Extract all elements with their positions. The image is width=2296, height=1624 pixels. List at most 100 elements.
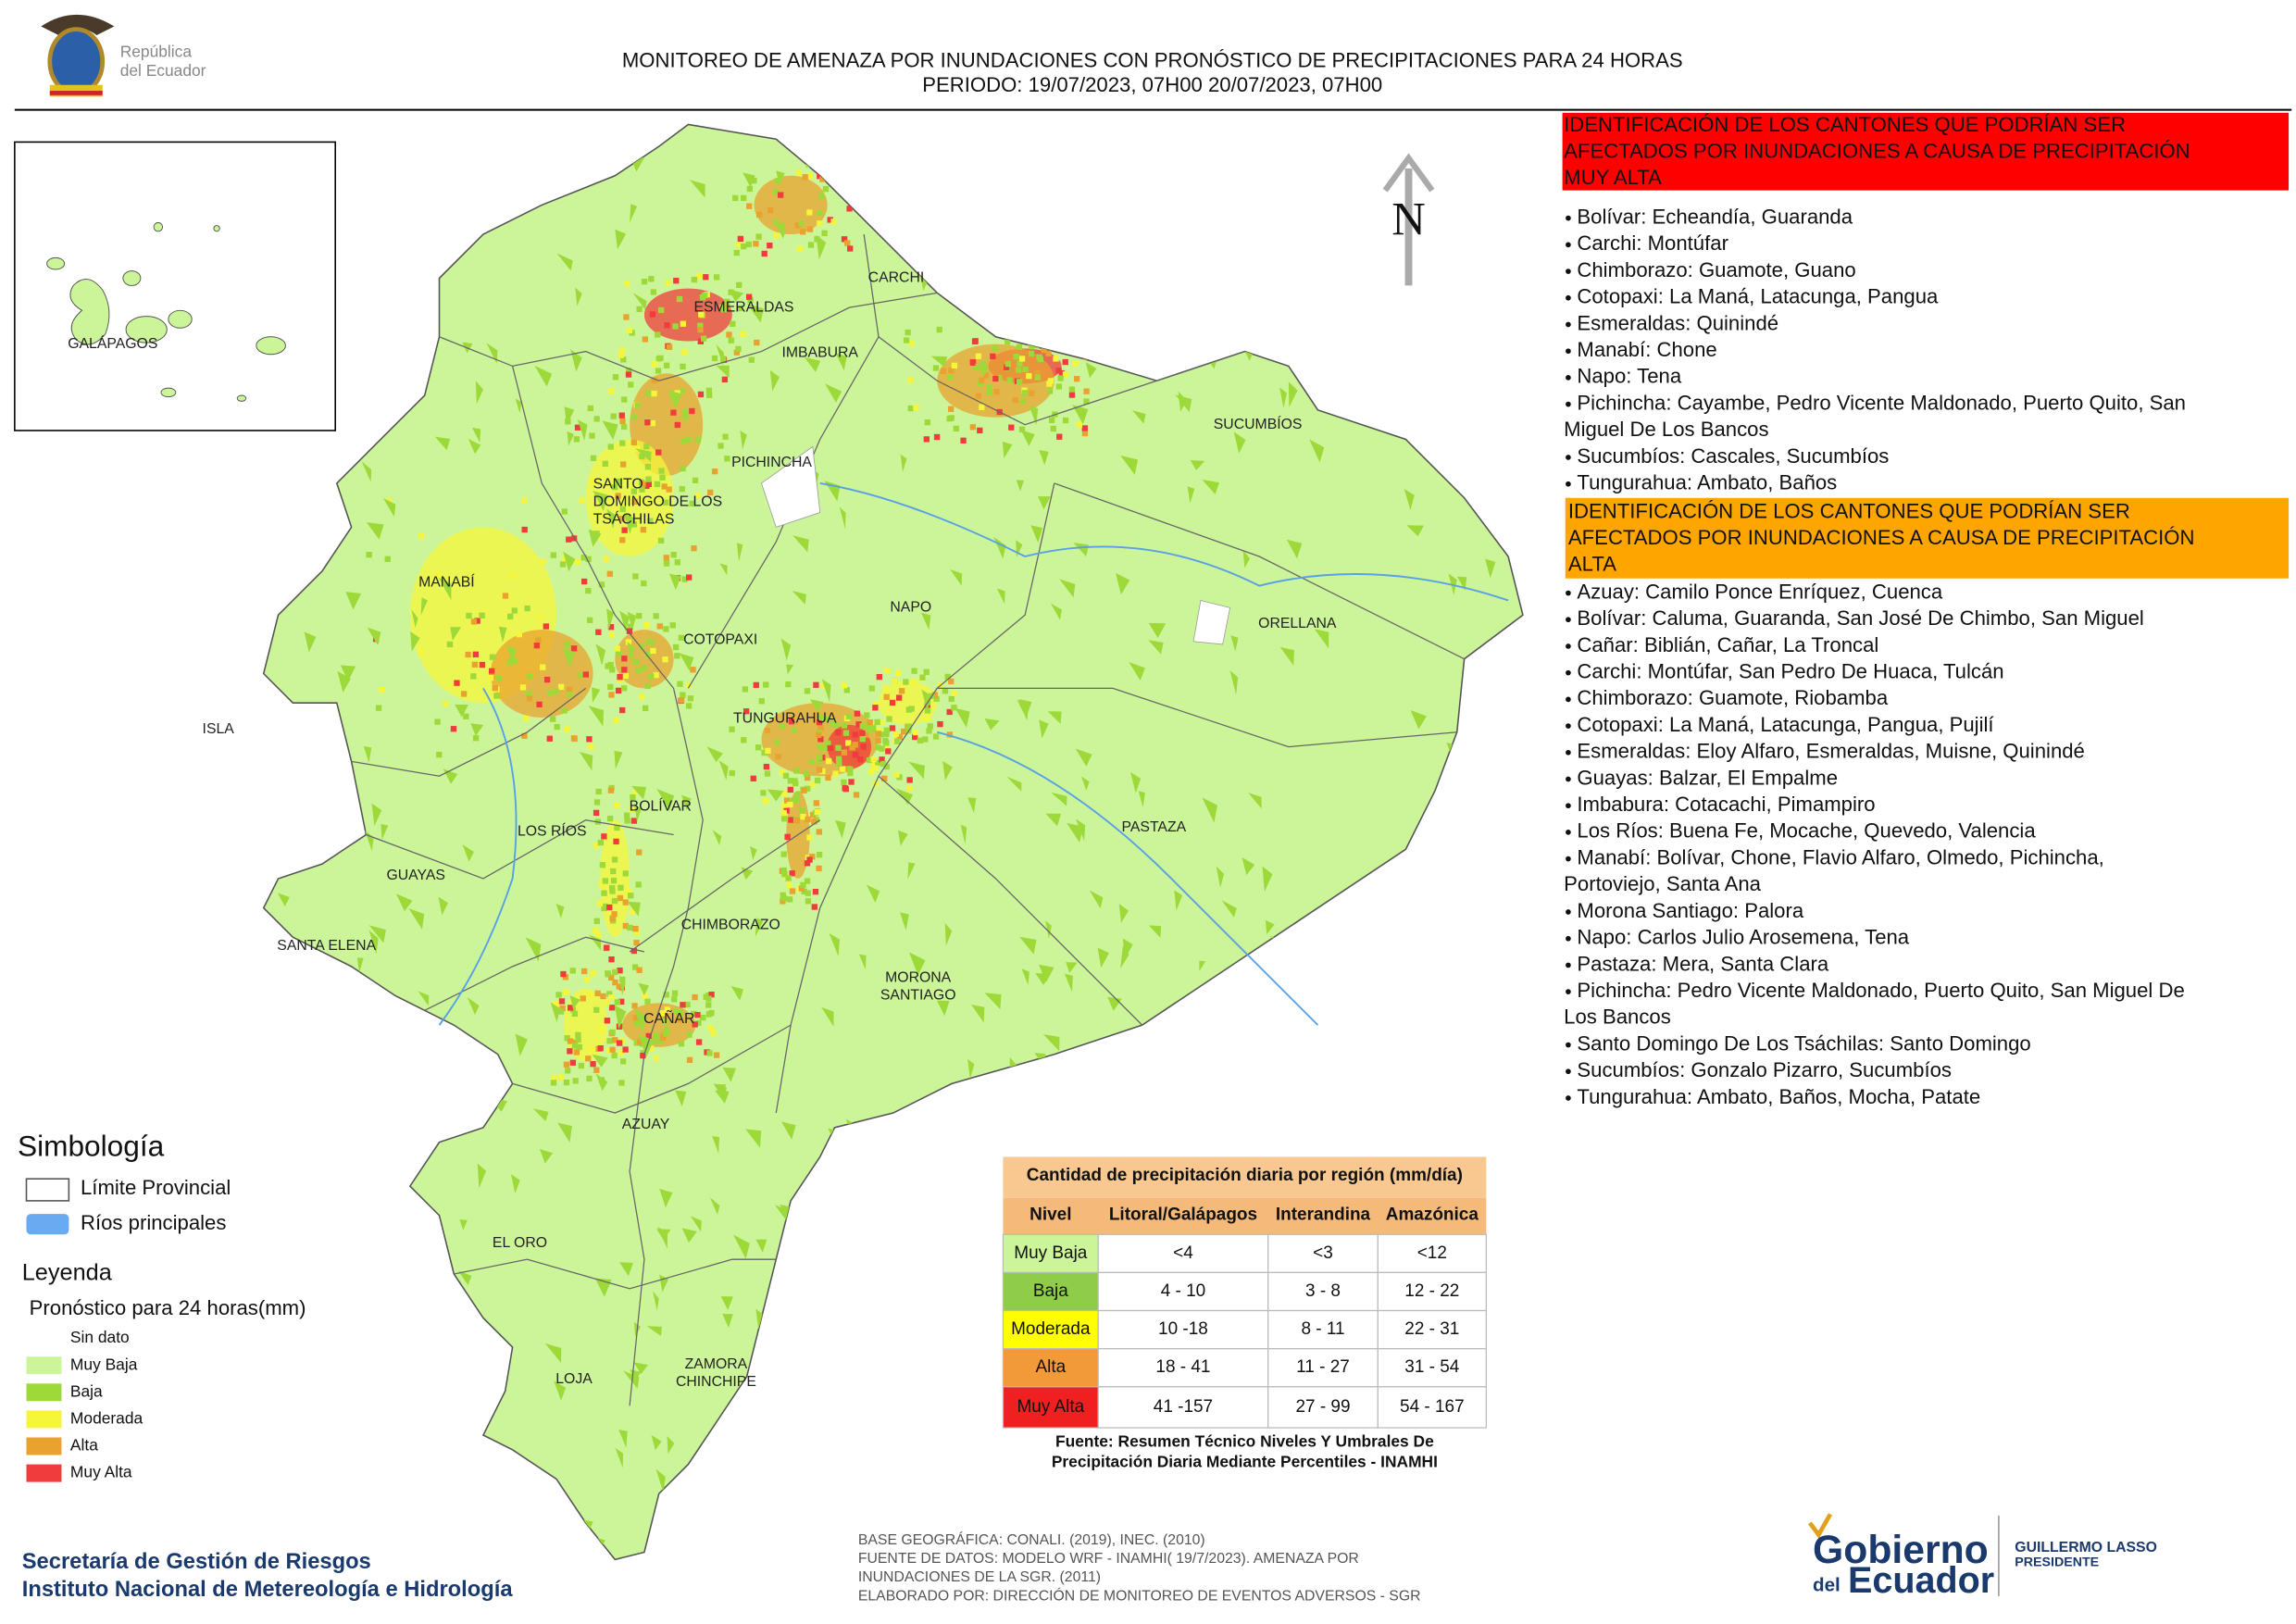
rain-cell	[1055, 383, 1063, 390]
rain-cell	[927, 723, 933, 730]
rain-cell	[992, 375, 999, 382]
rain-cell	[1083, 388, 1090, 394]
rain-cell	[832, 770, 839, 777]
rain-cell	[724, 456, 730, 462]
low-rain-cell	[1073, 543, 1089, 557]
rain-cell	[619, 1058, 627, 1065]
rain-cell	[629, 806, 635, 813]
rain-cell	[653, 1031, 660, 1039]
rain-cell	[800, 881, 806, 889]
rain-cell	[606, 570, 613, 577]
rain-cell	[645, 1032, 652, 1040]
rain-cell	[925, 715, 931, 722]
rain-cell	[585, 1056, 592, 1062]
rain-cell	[823, 745, 830, 752]
north-label: N	[1391, 194, 1426, 245]
legend-item: Muy Baja	[70, 1355, 138, 1373]
rain-cell	[560, 970, 567, 978]
rain-cell	[906, 785, 913, 792]
low-rain-cell	[1404, 488, 1415, 510]
low-rain-cell	[676, 1008, 684, 1022]
low-rain-cell	[1279, 646, 1294, 666]
rain-cell	[870, 756, 877, 763]
rain-cell	[1050, 425, 1056, 432]
rain-cell	[809, 781, 816, 788]
rain-cell	[711, 468, 718, 475]
low-rain-cell	[614, 1005, 627, 1030]
low-rain-cell	[740, 430, 747, 450]
rain-cell	[620, 423, 628, 431]
rain-cell	[926, 728, 932, 734]
rain-cell	[805, 816, 811, 823]
rain-cell	[761, 250, 767, 257]
rain-cell	[907, 377, 914, 383]
canton-item: Portoviejo, Santa Ana	[1564, 872, 1761, 895]
low-rain-cell	[1120, 455, 1139, 475]
legend-item: Sin dato	[70, 1328, 130, 1346]
rain-cell	[626, 888, 632, 895]
title: MONITOREO DE AMENAZA POR INUNDACIONES CO…	[622, 48, 1683, 71]
low-rain-cell	[618, 1262, 633, 1277]
rain-cell	[623, 812, 630, 818]
rain-cell	[580, 968, 588, 975]
rain-cell	[594, 990, 601, 996]
bullet	[1566, 696, 1571, 703]
low-rain-cell	[1242, 856, 1255, 876]
rain-cell	[903, 337, 910, 344]
rain-cell	[520, 496, 528, 504]
rain-cell	[780, 895, 788, 902]
low-rain-cell	[345, 592, 362, 610]
rain-cell	[670, 552, 677, 558]
low-rain-cell	[742, 172, 755, 188]
rain-cell	[806, 209, 813, 216]
low-rain-cell	[438, 896, 448, 916]
rain-cell	[691, 276, 698, 283]
rain-cell	[570, 535, 578, 542]
legend-item: Moderada	[70, 1408, 144, 1427]
rain-cell	[639, 693, 645, 700]
rain-cell	[1041, 347, 1047, 354]
rain-cell	[697, 327, 704, 333]
rain-cell	[755, 744, 762, 751]
low-rain-cell	[1051, 792, 1067, 806]
rain-cell	[789, 870, 795, 877]
rivers	[438, 481, 1509, 1026]
rain-cell	[986, 389, 992, 396]
low-rain-cell	[1187, 486, 1195, 504]
low-rain-cell	[356, 957, 364, 973]
low-rain-cell	[588, 529, 602, 547]
canton-item: Manabí: Chone	[1577, 338, 1716, 361]
rain-cell	[612, 374, 619, 381]
low-rain-cell	[422, 1312, 440, 1323]
rain-cell	[755, 211, 763, 218]
low-rain-cell	[470, 1070, 485, 1093]
low-rain-cell	[958, 1375, 975, 1394]
rain-cell	[617, 673, 623, 681]
low-rain-cell	[508, 1463, 517, 1474]
rain-cell	[742, 708, 750, 715]
low-rain-cell	[916, 1491, 932, 1514]
legend-swatch	[26, 1464, 62, 1482]
rain-cell	[662, 656, 668, 663]
rain-cell	[614, 999, 620, 1006]
low-rain-cell	[371, 803, 382, 827]
rain-cell	[803, 770, 810, 777]
rain-cell	[686, 1031, 693, 1038]
section-heading: AFECTADOS POR INUNDACIONES A CAUSA DE PR…	[1568, 526, 2195, 549]
low-rain-cell	[1281, 1099, 1292, 1116]
rain-cell	[699, 294, 706, 301]
rain-cell	[793, 792, 800, 799]
rain-cell	[375, 705, 382, 711]
rain-cell	[679, 388, 685, 394]
rain-cell	[806, 172, 813, 179]
rain-cell	[660, 1010, 667, 1017]
low-rain-cell	[947, 1160, 965, 1179]
canton-item: Los Bancos	[1564, 1006, 1671, 1029]
rain-cell	[653, 1038, 659, 1045]
rain-cell	[804, 860, 811, 867]
low-rain-cell	[634, 1007, 647, 1034]
low-rain-cell	[638, 1033, 655, 1057]
rain-cell	[663, 1031, 669, 1037]
rain-cell	[789, 888, 796, 894]
